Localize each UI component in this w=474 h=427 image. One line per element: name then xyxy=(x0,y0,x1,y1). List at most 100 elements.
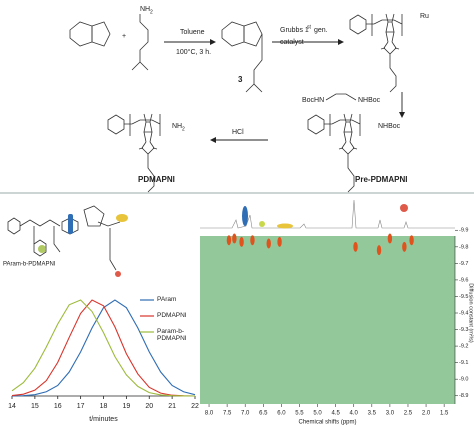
amine-nh: NH xyxy=(140,6,150,13)
polymer-ru xyxy=(349,13,403,93)
block-label: PAram-b-PDMAPNI xyxy=(3,262,56,268)
y-tick-label: -9.3 xyxy=(459,327,468,333)
arrowhead xyxy=(210,39,216,45)
spot xyxy=(250,235,255,246)
arrowhead xyxy=(338,39,344,45)
x-tick-label: 14 xyxy=(8,403,16,410)
conditions: 100°C, 3 h. xyxy=(176,48,211,56)
legend-label: PAram xyxy=(157,296,177,303)
y-tick-label: -9.0 xyxy=(459,377,468,383)
legend-label: Param-b-PDMAPNI xyxy=(157,328,187,342)
marker xyxy=(116,214,128,222)
x-axis-label: t/minutes xyxy=(89,416,118,423)
marker xyxy=(259,221,265,227)
boc-right: NHBoc xyxy=(358,97,381,104)
marker xyxy=(38,245,46,253)
x-tick-label: 4.0 xyxy=(350,411,359,417)
marker xyxy=(400,204,408,212)
grubbs: Grubbs 1 xyxy=(280,27,309,34)
y-tick-label: -9.2 xyxy=(459,344,468,350)
x-tick-label: 8.0 xyxy=(205,411,214,417)
spot xyxy=(387,233,393,244)
solvent: Toluene xyxy=(180,29,205,36)
pre-polymer xyxy=(307,113,361,193)
marker xyxy=(242,206,248,226)
spot xyxy=(226,235,232,246)
product: PDMAPNI xyxy=(138,175,175,184)
x-tick-label: 19 xyxy=(122,403,130,410)
arrowhead xyxy=(210,137,216,143)
x-tick-label: 3.0 xyxy=(386,411,395,417)
spot xyxy=(266,238,271,249)
series-line xyxy=(11,299,196,397)
grubbs-sup: st xyxy=(307,24,312,30)
marker xyxy=(68,214,73,234)
monomer xyxy=(221,21,263,93)
spot xyxy=(353,241,358,252)
x-axis-label: Chemical shifts (ppm) xyxy=(298,420,356,426)
final-sub: 2 xyxy=(182,126,185,132)
amine-n xyxy=(131,61,149,71)
marker xyxy=(277,223,293,229)
x-tick-label: 5.5 xyxy=(295,411,304,417)
x-tick-label: 16 xyxy=(54,403,62,410)
x-tick-label: 22 xyxy=(191,403,199,410)
plus: + xyxy=(122,33,126,40)
spot xyxy=(239,236,244,247)
compound-number: 3 xyxy=(238,75,243,84)
plot-background xyxy=(200,236,455,404)
x-tick-label: 5.0 xyxy=(313,411,322,417)
y-tick-label: -9.5 xyxy=(459,294,468,300)
x-tick-label: 20 xyxy=(145,403,153,410)
y-axis-label: Diffusion constant (m²/s) xyxy=(468,283,474,343)
spot xyxy=(402,241,407,252)
pre-end: NHBoc xyxy=(378,123,401,130)
x-tick-label: 18 xyxy=(100,403,108,410)
ru: Ru xyxy=(420,13,429,20)
x-tick-label: 1.5 xyxy=(440,411,449,417)
grubbs: gen. xyxy=(314,27,328,34)
cis-olefin xyxy=(325,93,357,101)
boc-left: BocHN xyxy=(302,97,324,104)
anhydride xyxy=(69,21,111,47)
acid: HCl xyxy=(232,129,244,136)
series-line xyxy=(11,299,196,397)
projection xyxy=(200,199,455,229)
legend-label: PDMAPNI xyxy=(157,312,187,319)
y-tick-label: -9.4 xyxy=(459,310,468,316)
amine-sub: 2 xyxy=(150,9,153,15)
x-tick-label: 6.5 xyxy=(259,411,268,417)
x-tick-label: 15 xyxy=(31,403,39,410)
x-tick-label: 2.5 xyxy=(404,411,413,417)
x-tick-label: 2.0 xyxy=(422,411,431,417)
spot xyxy=(409,235,414,246)
series-line xyxy=(11,299,196,397)
precursor: Pre-PDMAPNI xyxy=(355,175,407,184)
y-tick-label: -9.1 xyxy=(459,360,468,366)
spot xyxy=(277,236,282,247)
y-tick-label: -8.9 xyxy=(459,393,468,399)
spot xyxy=(232,233,237,244)
amine xyxy=(139,14,149,62)
y-tick-label: -9.6 xyxy=(459,277,468,283)
x-tick-label: 17 xyxy=(77,403,85,410)
spot xyxy=(376,245,382,256)
legend-item: PAram xyxy=(157,296,177,303)
x-tick-label: 4.5 xyxy=(331,411,340,417)
grubbs: catalyst xyxy=(280,39,304,46)
x-tick-label: 6.0 xyxy=(277,411,286,417)
block-structure xyxy=(7,205,121,271)
final-nh: NH xyxy=(172,123,182,130)
y-tick-label: -9.8 xyxy=(459,244,468,250)
legend-item: Param-b-PDMAPNI xyxy=(157,328,187,342)
legend-item: PDMAPNI xyxy=(157,312,187,319)
x-tick-label: 7.5 xyxy=(223,411,232,417)
x-tick-label: 21 xyxy=(168,403,176,410)
y-tick-label: -9.7 xyxy=(459,261,468,267)
y-tick-label: -9.9 xyxy=(459,228,468,234)
x-tick-label: 7.0 xyxy=(241,411,250,417)
marker xyxy=(115,271,121,277)
x-tick-label: 3.5 xyxy=(368,411,377,417)
arrowhead xyxy=(399,112,405,118)
